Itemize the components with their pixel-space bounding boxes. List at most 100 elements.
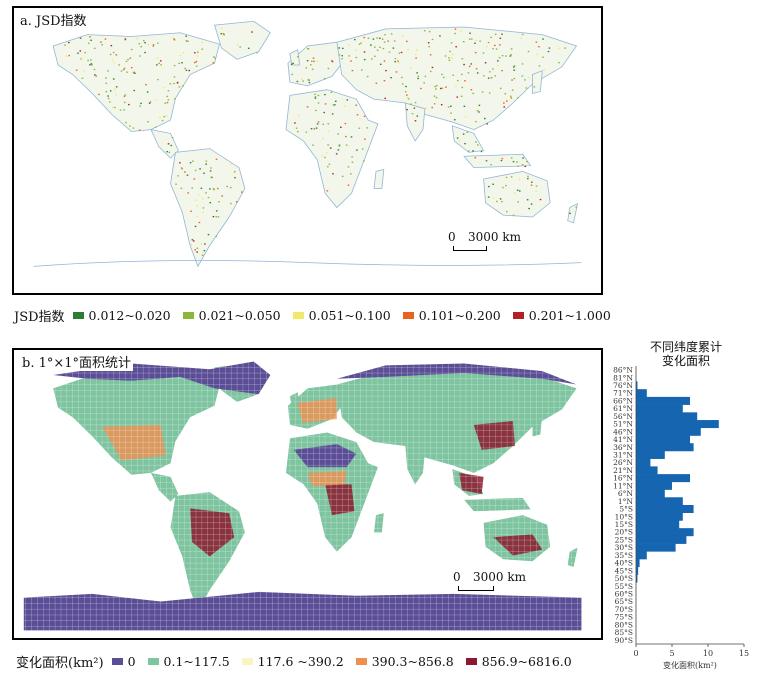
area-legend-label: 0.1~117.5 bbox=[163, 654, 230, 669]
jsd-speckle bbox=[123, 67, 126, 69]
jsd-speckle bbox=[548, 47, 551, 49]
jsd-speckle bbox=[346, 99, 349, 101]
jsd-speckle bbox=[470, 38, 473, 40]
jsd-speckle bbox=[157, 42, 159, 44]
jsd-legend-title: JSD指数 bbox=[14, 310, 65, 325]
latitude-bar bbox=[636, 505, 694, 514]
jsd-speckle bbox=[296, 80, 299, 83]
scalebar-distance-label: 3000 km bbox=[473, 570, 527, 584]
jsd-speckle bbox=[483, 75, 485, 77]
jsd-speckle bbox=[314, 97, 317, 99]
latitude-tick-label: 45°S bbox=[615, 566, 633, 575]
jsd-speckle bbox=[113, 61, 116, 64]
jsd-speckle bbox=[520, 37, 522, 40]
jsd-speckle bbox=[543, 69, 545, 71]
jsd-speckle bbox=[177, 175, 179, 177]
jsd-speckle bbox=[207, 233, 210, 236]
jsd-speckle bbox=[93, 47, 96, 49]
panel-b-area-map: b. 1°×1°面积统计 0 3000 km bbox=[12, 348, 603, 640]
jsd-speckle bbox=[427, 42, 430, 44]
jsd-speckle bbox=[359, 117, 361, 120]
grid-continent-indonesia bbox=[464, 497, 531, 512]
jsd-speckle bbox=[220, 33, 223, 35]
jsd-speckle bbox=[530, 203, 533, 205]
jsd-speckle bbox=[105, 90, 108, 93]
panel-b-title: b. 1°×1°面积统计 bbox=[20, 352, 134, 371]
jsd-speckle bbox=[417, 75, 420, 77]
jsd-speckle bbox=[524, 165, 527, 168]
jsd-speckle bbox=[230, 202, 232, 205]
latitude-bar bbox=[636, 443, 694, 452]
jsd-legend-item: 0.012~0.020 bbox=[72, 308, 171, 323]
area-map-group bbox=[14, 350, 601, 638]
jsd-speckle bbox=[533, 86, 536, 88]
latitude-bar bbox=[636, 435, 690, 444]
jsd-speckle bbox=[512, 66, 515, 68]
jsd-speckle bbox=[324, 93, 326, 96]
jsd-speckle bbox=[199, 168, 201, 170]
jsd-speckle bbox=[178, 86, 181, 88]
jsd-speckle bbox=[383, 60, 386, 62]
jsd-speckle bbox=[476, 144, 479, 146]
jsd-speckle bbox=[542, 56, 544, 58]
jsd-legend-swatch bbox=[512, 312, 524, 319]
jsd-speckle bbox=[321, 155, 324, 157]
jsd-legend-item: 0.201~1.000 bbox=[512, 308, 611, 323]
jsd-speckle bbox=[328, 163, 331, 165]
jsd-speckle bbox=[152, 44, 155, 46]
jsd-speckle bbox=[337, 149, 340, 151]
jsd-speckle bbox=[474, 42, 476, 44]
jsd-speckle bbox=[311, 68, 314, 70]
jsd-speckle bbox=[214, 57, 216, 59]
jsd-speckle bbox=[503, 106, 506, 108]
jsd-speckle bbox=[341, 58, 343, 60]
jsd-legend-label: 0.021~0.050 bbox=[198, 308, 281, 323]
jsd-speckle bbox=[187, 192, 189, 194]
jsd-speckle bbox=[398, 52, 401, 54]
jsd-speckle bbox=[235, 201, 238, 203]
jsd-speckle bbox=[247, 47, 250, 49]
jsd-speckle bbox=[433, 95, 436, 97]
jsd-speckle bbox=[196, 55, 199, 57]
latitude-tick-label: 40°S bbox=[615, 559, 633, 568]
jsd-speckle bbox=[89, 64, 91, 66]
continent-uk bbox=[289, 49, 301, 66]
jsd-speckle bbox=[184, 171, 186, 173]
area-legend-swatch bbox=[355, 658, 367, 665]
jsd-speckle bbox=[82, 70, 85, 72]
jsd-speckle bbox=[230, 163, 232, 165]
jsd-speckle bbox=[379, 46, 381, 49]
area-legend-item: 117.6 ~390.2 bbox=[241, 654, 344, 669]
jsd-speckle bbox=[472, 150, 474, 152]
jsd-speckle bbox=[129, 57, 132, 59]
jsd-speckle bbox=[134, 72, 136, 74]
jsd-speckle bbox=[527, 50, 530, 53]
jsd-speckle bbox=[355, 104, 357, 106]
scalebar-zero-label: 0 bbox=[453, 570, 461, 584]
jsd-speckle bbox=[93, 68, 96, 71]
jsd-speckle bbox=[123, 95, 126, 97]
jsd-legend-label: 0.101~0.200 bbox=[418, 308, 501, 323]
jsd-speckle bbox=[317, 94, 320, 97]
jsd-speckle bbox=[305, 131, 308, 133]
latitude-bar bbox=[636, 551, 647, 560]
jsd-speckle bbox=[124, 38, 127, 40]
latitude-tick-label: 90°S bbox=[615, 636, 633, 645]
continent-new-zealand bbox=[567, 203, 579, 224]
jsd-speckle bbox=[222, 33, 225, 35]
jsd-speckle bbox=[292, 62, 294, 65]
jsd-world-map bbox=[33, 20, 582, 268]
jsd-speckle bbox=[345, 135, 347, 138]
jsd-speckle bbox=[332, 173, 334, 175]
jsd-speckle bbox=[492, 47, 494, 50]
jsd-speckle bbox=[355, 49, 357, 51]
jsd-speckle bbox=[204, 243, 206, 245]
jsd-speckle bbox=[489, 71, 491, 73]
jsd-speckle bbox=[431, 106, 433, 109]
jsd-speckle bbox=[201, 48, 204, 50]
jsd-speckle bbox=[405, 40, 408, 42]
jsd-speckle bbox=[340, 126, 342, 128]
continent-north-america bbox=[52, 32, 220, 132]
jsd-speckle bbox=[115, 86, 118, 88]
jsd-speckle bbox=[490, 36, 492, 39]
